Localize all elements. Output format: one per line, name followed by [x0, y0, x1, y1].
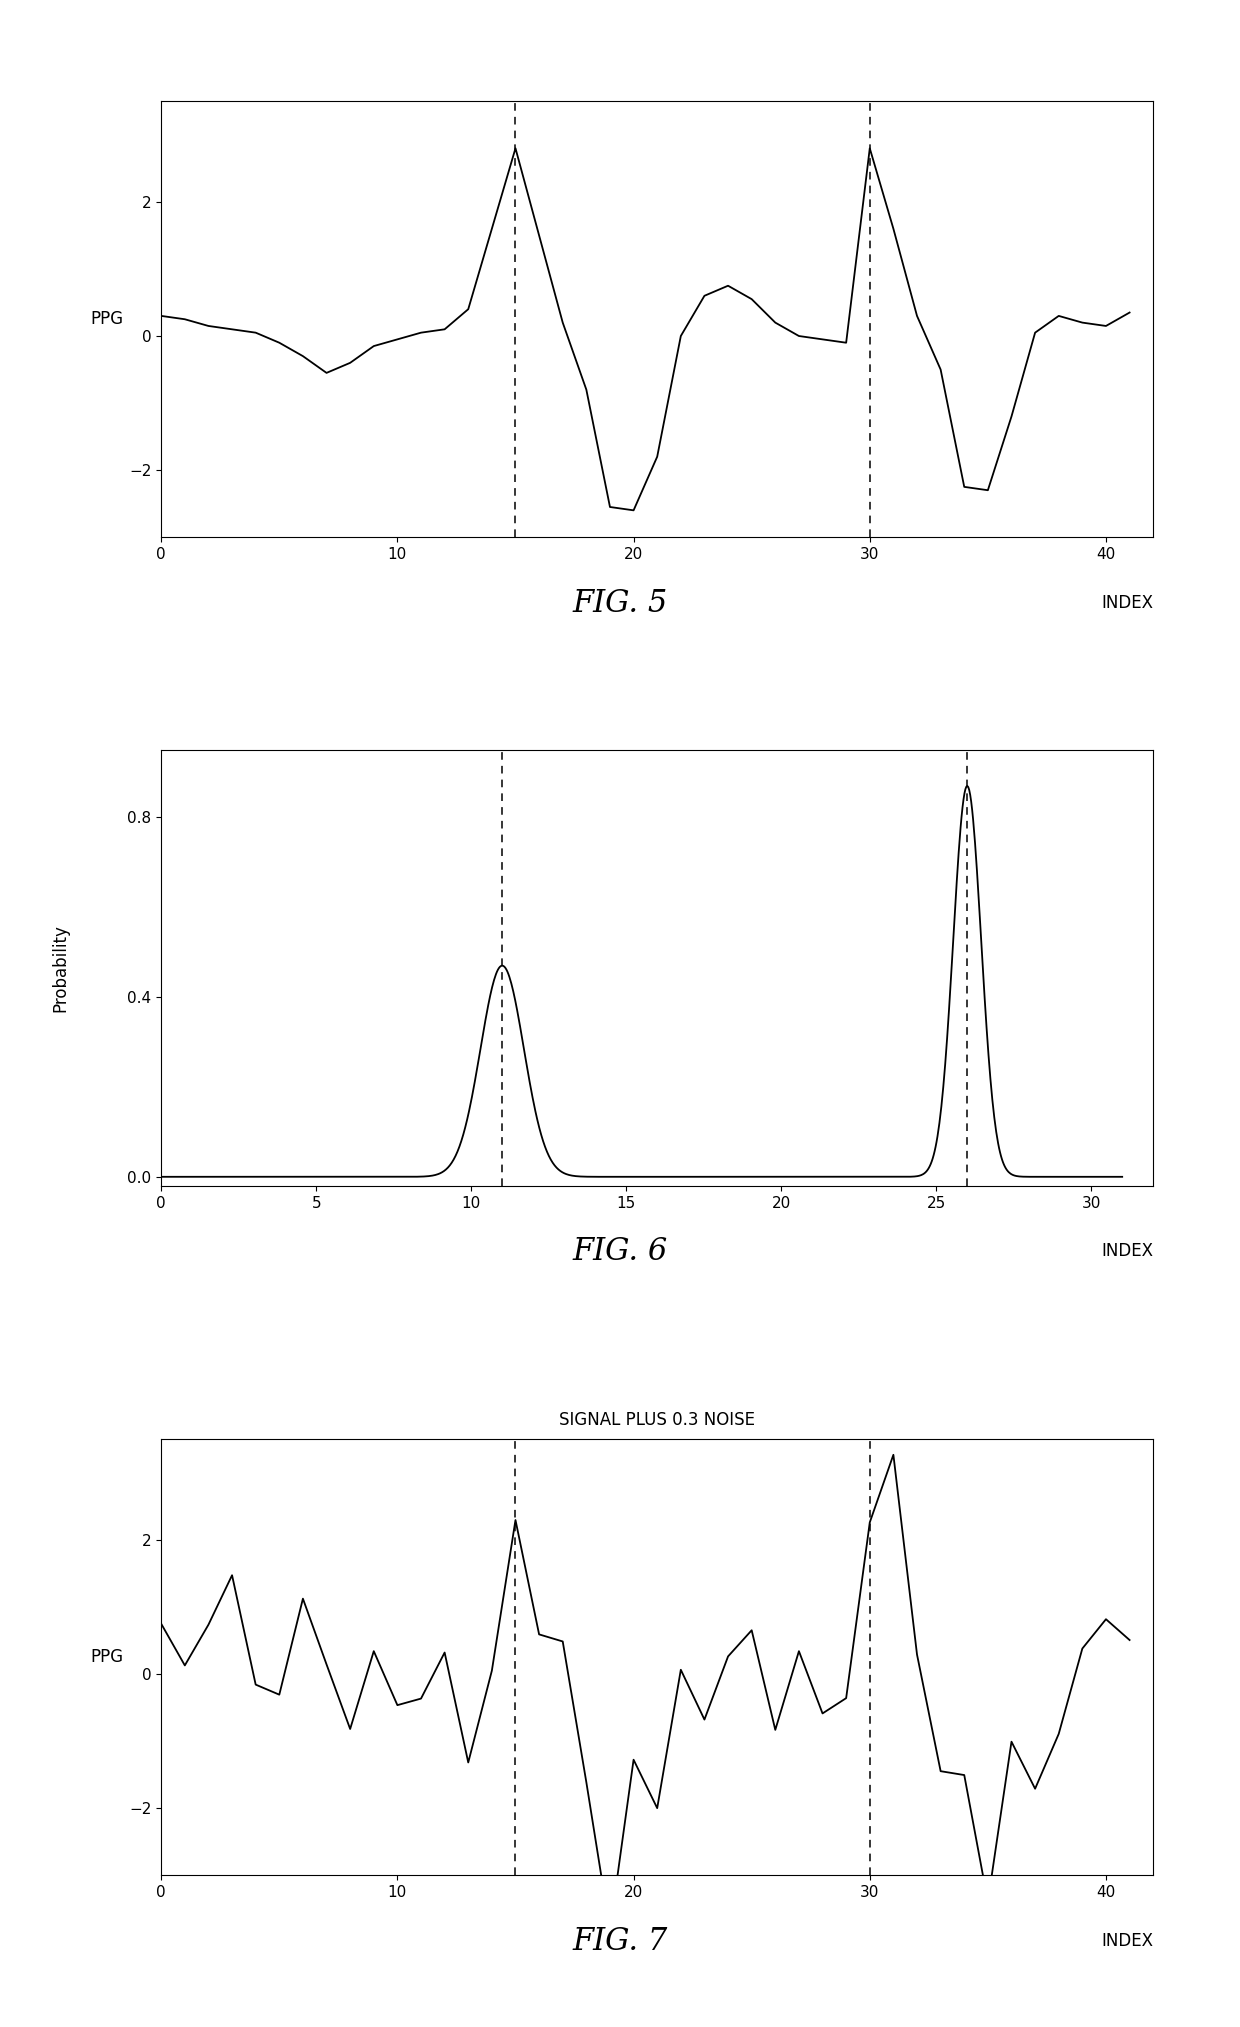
- Text: FIG. 5: FIG. 5: [573, 588, 667, 618]
- Text: INDEX: INDEX: [1101, 1932, 1153, 1950]
- Y-axis label: PPG: PPG: [91, 310, 124, 328]
- Y-axis label: PPG: PPG: [91, 1648, 124, 1666]
- Text: FIG. 6: FIG. 6: [573, 1236, 667, 1267]
- Text: FIG. 7: FIG. 7: [573, 1926, 667, 1956]
- Text: INDEX: INDEX: [1101, 1243, 1153, 1261]
- Title: SIGNAL PLUS 0.3 NOISE: SIGNAL PLUS 0.3 NOISE: [559, 1411, 755, 1429]
- Text: INDEX: INDEX: [1101, 594, 1153, 612]
- Y-axis label: Probability: Probability: [52, 924, 69, 1011]
